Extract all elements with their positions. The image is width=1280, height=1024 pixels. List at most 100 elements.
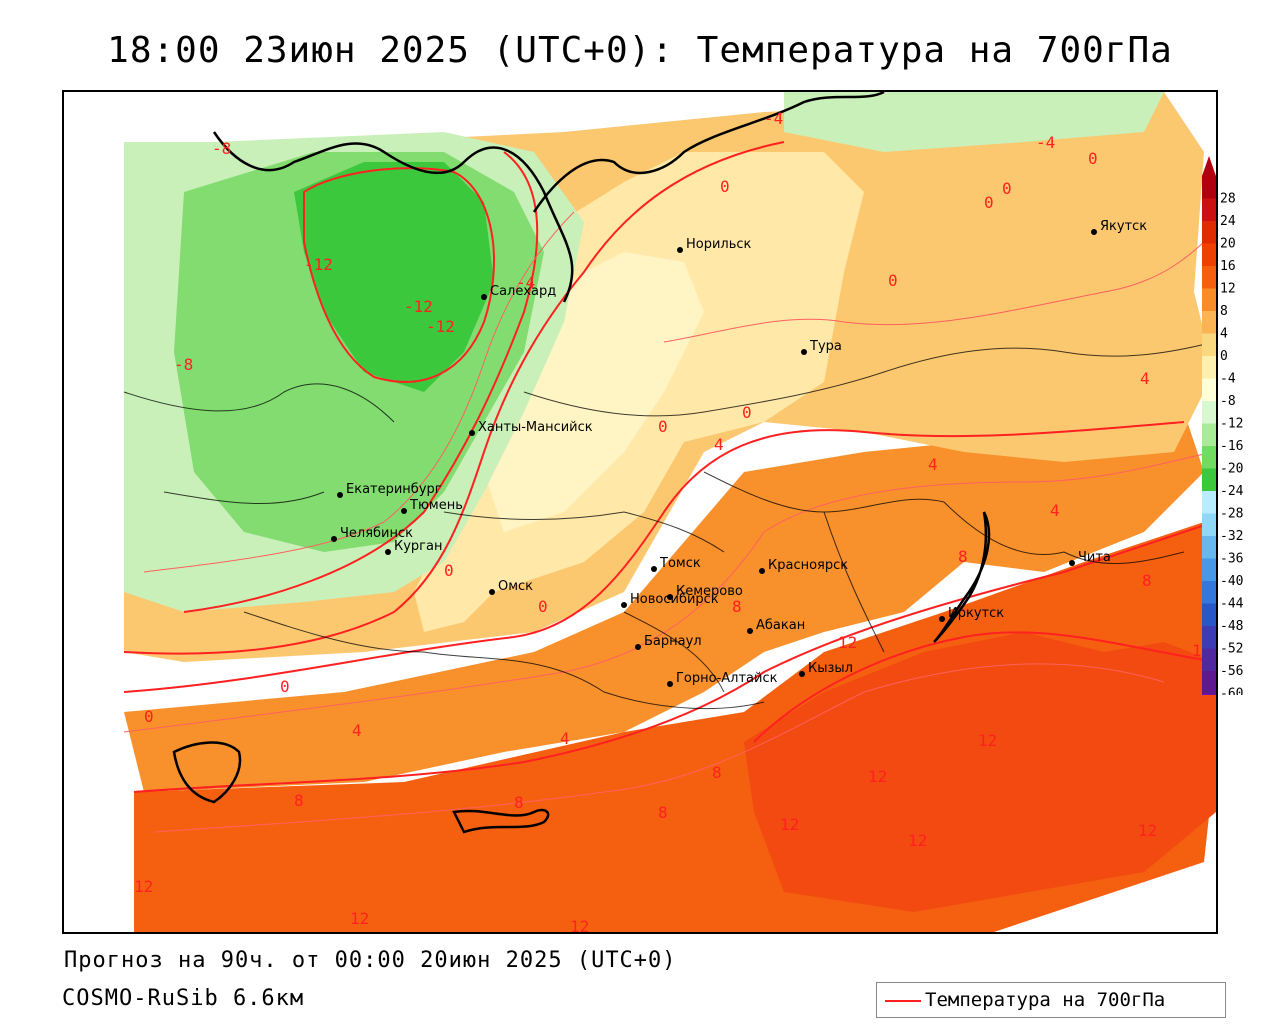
contour-label: 12: [350, 909, 369, 928]
city-marker: [635, 644, 641, 650]
contour-label: 0: [280, 677, 290, 696]
contour-label: -12: [426, 317, 455, 336]
city-label: Тура: [809, 339, 842, 354]
lake-balkhash: [452, 808, 550, 834]
scale-tick-label: -16: [1220, 439, 1243, 454]
arctic-coast: [212, 92, 885, 303]
contour-label: 0: [720, 177, 730, 196]
scale-bin: [1202, 603, 1216, 626]
city-label: Иркутск: [948, 606, 1004, 621]
contour-label: 0: [538, 597, 548, 616]
scale-tick-label: -44: [1220, 597, 1244, 612]
city-marker: [651, 566, 657, 572]
map-title: 18:00 23июн 2025 (UTC+0): Температура на…: [107, 30, 1173, 71]
city-label: Челябинск: [340, 526, 413, 541]
contour-label: 12: [570, 917, 589, 932]
contour-label: 12: [838, 633, 857, 652]
city-label: Томск: [659, 556, 701, 571]
city-label: Омск: [498, 579, 533, 594]
scale-bin: [1202, 491, 1216, 514]
temperature-map[interactable]: -4 -4 0 -8 0 0 -4 -12 -12 -12 -8 0 0 0 0…: [62, 90, 1218, 934]
color-scale-bar: 28 24 20 16 12 8 4 0 -4 -8 -12 -16 -20 -24 -28 -32 -36 -4…: [1202, 156, 1244, 736]
scale-bin: [1202, 266, 1216, 289]
city-marker: [621, 602, 627, 608]
city-label: Красноярск: [768, 558, 848, 573]
city-label: Абакан: [756, 618, 805, 633]
scale-bin: [1202, 581, 1216, 604]
isotherm-0: [123, 141, 785, 655]
city-label: Курган: [394, 539, 442, 554]
scale-bin: [1202, 446, 1216, 469]
contour-labels: -4 -4 0 -8 0 0 -4 -12 -12 -12 -8 0 0 0 0…: [134, 109, 1211, 932]
contour-label: 12: [908, 831, 927, 850]
city-label: Чита: [1078, 550, 1111, 565]
contour-label: 0: [444, 561, 454, 580]
contour-label: 0: [1088, 149, 1098, 168]
city-marker: [481, 294, 487, 300]
contour-label: 0: [742, 403, 752, 422]
temperature-fields: [124, 92, 1216, 932]
scale-bin: [1202, 356, 1216, 379]
contour-label: 8: [658, 803, 668, 822]
scale-bin: [1202, 401, 1216, 424]
scale-bin: [1202, 513, 1216, 536]
contour-label: -4: [1036, 133, 1055, 152]
contour-label: 12: [1138, 821, 1157, 840]
city-marker: [331, 536, 337, 542]
city-label: Кызыл: [808, 661, 853, 676]
city-label: Кемерово: [676, 584, 743, 599]
contour-label: 0: [144, 707, 154, 726]
isotherm-lines: [123, 141, 1216, 793]
city-marker: [337, 492, 343, 498]
scale-tick-label: 0: [1220, 349, 1228, 364]
scale-bin: [1202, 648, 1216, 671]
contour-label: 8: [958, 547, 968, 566]
contour-label: 0: [984, 193, 994, 212]
city-marker: [939, 616, 945, 622]
scale-bin: [1202, 468, 1216, 491]
scale-bin: [1202, 423, 1216, 446]
scale-bin: [1202, 311, 1216, 334]
city-label: Салехард: [490, 284, 556, 299]
contour-label: 12: [868, 767, 887, 786]
contour-label: 0: [658, 417, 668, 436]
contour-label: 8: [294, 791, 304, 810]
contour-label: -12: [404, 297, 433, 316]
scale-tick-label: 12: [1220, 282, 1236, 297]
contour-label: 8: [514, 793, 524, 812]
scale-bin: [1202, 378, 1216, 401]
contour-label: -4: [764, 109, 783, 128]
contour-label: -4: [516, 273, 535, 292]
city-marker: [667, 594, 673, 600]
contour-label: 4: [928, 455, 938, 474]
isotherm-4: [123, 421, 1185, 693]
scale-bin: [1202, 536, 1216, 559]
scale-tick-label: -8: [1220, 394, 1236, 409]
scale-tick-label: 8: [1220, 304, 1228, 319]
city-label: Норильск: [686, 237, 752, 252]
scale-bin: [1202, 221, 1216, 244]
scale-tick-label: -36: [1220, 552, 1243, 567]
scale-tick-label: -52: [1220, 642, 1243, 657]
scale-tick-label: -48: [1220, 619, 1243, 634]
city-marker: [401, 508, 407, 514]
city-label: Горно-Алтайск: [676, 671, 778, 686]
scale-bin: [1202, 558, 1216, 581]
contour-label: 8: [1142, 571, 1152, 590]
color-scale: 28 24 20 16 12 8 4 0 -4 -8 -12 -16 -20 -24 -28 -32 -36 -4…: [1196, 150, 1280, 736]
city-marker: [667, 681, 673, 687]
city-label: Якутск: [1100, 219, 1147, 234]
zone-warm-12: [744, 632, 1216, 912]
city-marker: [801, 349, 807, 355]
city-marker: [799, 671, 805, 677]
contour-label: 12: [780, 815, 799, 834]
city-marker: [1091, 229, 1097, 235]
scale-tick-label: -24: [1220, 484, 1244, 499]
map-canvas: -4 -4 0 -8 0 0 -4 -12 -12 -12 -8 0 0 0 0…: [123, 92, 1216, 932]
scale-tick-label: -4: [1220, 372, 1236, 387]
contour-label: 4: [714, 435, 724, 454]
city-label: Екатеринбург: [346, 482, 442, 497]
contour-label: 8: [732, 597, 742, 616]
cities: Салехард Норильск Якутск Тура Ханты-Мансийск…: [331, 219, 1147, 687]
lake-baikal: [933, 511, 991, 643]
